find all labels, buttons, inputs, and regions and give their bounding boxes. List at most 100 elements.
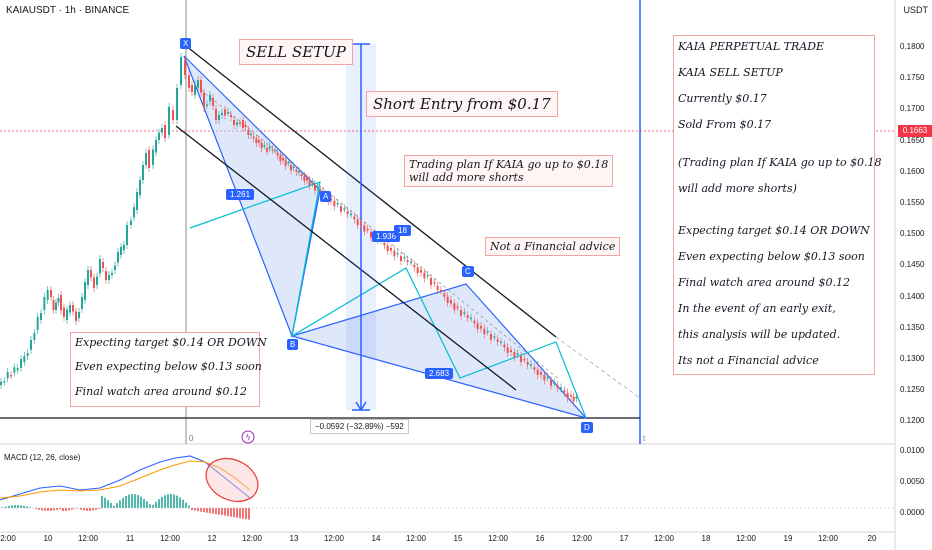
event-lightning-icon[interactable] <box>241 430 255 444</box>
channel-lower-line[interactable] <box>175 125 517 391</box>
time-axis-label: 12:00 <box>653 534 675 543</box>
symbol-header[interactable]: KAIAUSDT · 1h · BINANCE <box>6 5 130 16</box>
candle-body <box>333 200 336 207</box>
candle-body <box>284 160 287 166</box>
candle-body <box>33 333 36 340</box>
candle-body <box>142 165 144 180</box>
candle-body <box>63 307 65 317</box>
measure-readout[interactable]: −0.0592 (−32.89%) −592 <box>310 419 409 434</box>
macd-histogram-bar <box>59 508 61 510</box>
candle-body <box>212 98 214 106</box>
macd-indicator-label[interactable]: MACD (12, 26, close) <box>4 453 81 462</box>
short-entry-note[interactable]: Short Entry from $0.17 <box>366 91 558 117</box>
candle-body <box>476 323 479 329</box>
macd-histogram-bar <box>71 508 73 510</box>
candle-body <box>287 162 290 164</box>
cyan-projection[interactable] <box>189 181 587 419</box>
harmonic-triangle-bcd[interactable] <box>289 283 588 420</box>
svg-text:ϟ: ϟ <box>245 433 250 442</box>
candle-body <box>87 270 89 285</box>
trading-plan-note[interactable]: Trading plan If KAIA go up to $0.18 will… <box>404 155 614 187</box>
candle-body <box>78 312 80 318</box>
macd-histogram-bar <box>242 508 244 519</box>
right-summary-box[interactable]: KAIA PERPETUAL TRADE KAIA SELL SETUP Cur… <box>673 35 882 375</box>
candle-body <box>102 262 104 268</box>
candle-body <box>433 282 436 284</box>
candle-body <box>123 245 125 250</box>
macd-histogram-bar <box>221 508 223 516</box>
candle-body <box>346 211 349 214</box>
not-advice-note[interactable]: Not a Financial advice <box>485 237 621 256</box>
candle-body <box>96 276 98 285</box>
candle-body <box>420 270 422 273</box>
candle-body <box>503 344 506 348</box>
right-box-line: Even expecting below $0.13 soon <box>678 250 865 263</box>
macd-histogram-bar <box>101 495 103 508</box>
candle-body <box>268 146 271 149</box>
macd-histogram-bar <box>23 505 25 508</box>
candle-body <box>290 165 292 171</box>
candle-body <box>343 208 346 210</box>
macd-histogram-bar <box>38 508 40 510</box>
pattern-point-c[interactable]: C <box>462 266 474 277</box>
pattern-point-x[interactable]: X <box>180 38 192 49</box>
channel-upper-line[interactable] <box>185 45 557 338</box>
macd-series <box>0 455 895 520</box>
pattern-point-d[interactable]: D <box>581 422 593 433</box>
ratio-label-abc[interactable]: 1.936 <box>372 231 401 242</box>
macd-histogram-bar <box>191 508 193 511</box>
candle-body <box>536 369 539 375</box>
ratio-label-partial[interactable]: 18 <box>394 225 411 236</box>
macd-histogram-bar <box>53 508 55 511</box>
candle-body <box>298 171 300 173</box>
candle-body <box>319 189 322 192</box>
candle-body <box>443 293 446 297</box>
candlestick-series[interactable] <box>0 53 578 406</box>
ratio-label-bcd[interactable]: 2.683 <box>425 368 454 379</box>
right-box-line: KAIA SELL SETUP <box>678 66 783 79</box>
time-axis-label: 19 <box>783 534 793 543</box>
candle-body <box>247 130 250 135</box>
ratio-label-xab[interactable]: 1.261 <box>226 189 255 200</box>
sell-setup-note[interactable]: SELL SETUP <box>239 39 353 65</box>
candle-body <box>72 305 74 312</box>
time-axis-label: 18 <box>701 534 711 543</box>
candle-body <box>266 148 268 152</box>
candle-body <box>197 80 199 88</box>
candle-body <box>69 305 71 313</box>
macd-histogram-bar <box>65 508 67 511</box>
macd-histogram-bar <box>20 505 22 508</box>
candle-body <box>350 213 352 216</box>
time-axis-label: 12:00 <box>817 534 839 543</box>
macd-histogram-bar <box>134 494 136 508</box>
candle-body <box>206 104 208 106</box>
candle-body <box>486 331 489 333</box>
pattern-point-b[interactable]: B <box>287 339 299 350</box>
macd-histogram-bar <box>224 508 226 516</box>
macd-histogram-bar <box>26 506 28 508</box>
left-summary-box[interactable]: Expecting target $0.14 OR DOWN Even expe… <box>70 332 267 407</box>
macd-histogram-bar <box>218 508 220 515</box>
macd-highlight-ellipse[interactable] <box>199 450 265 509</box>
macd-histogram-bar <box>158 499 160 508</box>
candle-body <box>406 260 409 262</box>
right-box-line: will add more shorts) <box>678 182 797 195</box>
candle-body <box>258 140 260 143</box>
right-box-line: Expecting target $0.14 OR DOWN <box>678 224 870 237</box>
macd-histogram-bar <box>104 497 106 508</box>
macd-histogram-bar <box>182 499 184 508</box>
time-axis-label: 20 <box>867 534 877 543</box>
candle-body <box>255 138 258 143</box>
candle-body <box>161 128 163 133</box>
currency-label[interactable]: USDT <box>903 5 929 15</box>
candle-body <box>575 397 578 399</box>
macd-histogram-bar <box>98 508 100 509</box>
macd-histogram-bar <box>197 508 199 512</box>
candle-body <box>543 374 546 381</box>
macd-histogram-bar <box>29 507 31 508</box>
macd-histogram-bar <box>83 508 85 511</box>
pattern-point-a[interactable]: A <box>320 191 332 202</box>
candle-body <box>453 303 456 310</box>
macd-histogram-bar <box>203 508 205 513</box>
